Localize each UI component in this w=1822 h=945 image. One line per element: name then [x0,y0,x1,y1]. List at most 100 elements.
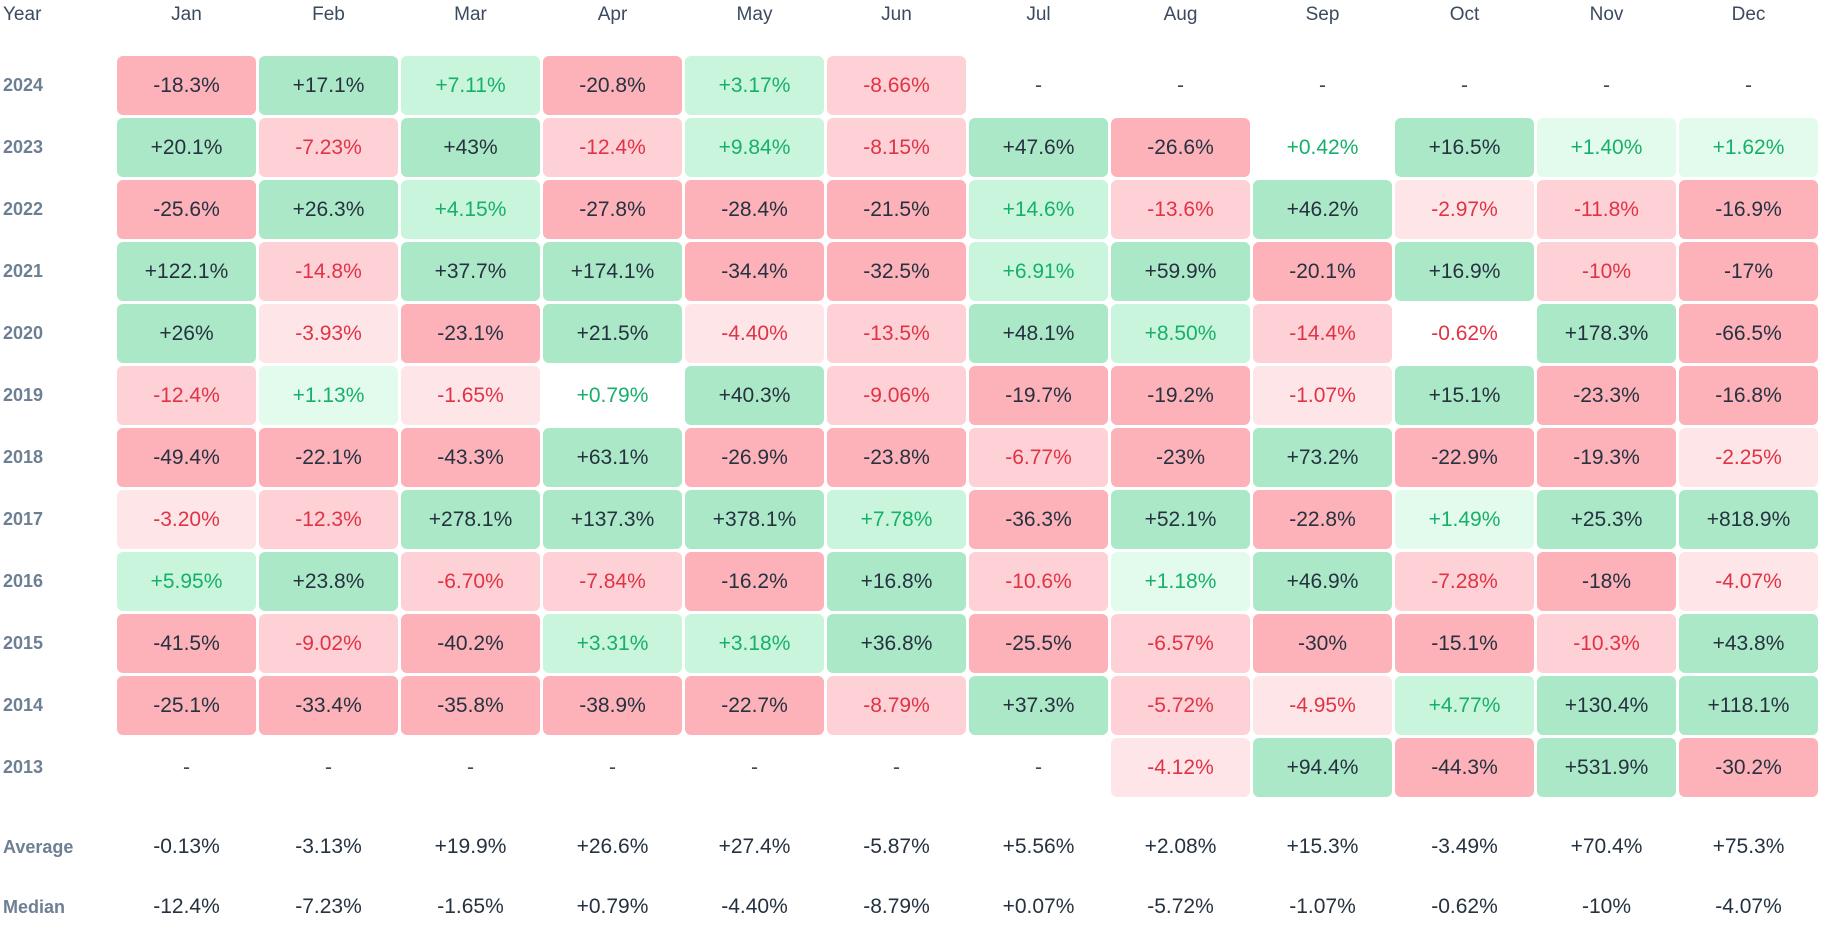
summary-median-oct: -0.62% [1431,895,1498,918]
heatmap-cell-2023-mar: +43% [401,118,540,177]
heatmap-cell-2015-jul: -25.5% [969,614,1108,673]
heatmap-cell-2022-jun: -21.5% [827,180,966,239]
heatmap-cell-2016-may: -16.2% [685,552,824,611]
heatmap-cell-2024-nov: - [1603,73,1610,97]
heatmap-cell-2013-nov: +531.9% [1537,738,1676,797]
heatmap-cell-2016-jan: +5.95% [117,552,256,611]
heatmap-cell-2024-jun: -8.66% [827,56,966,115]
heatmap-cell-2018-aug: -23% [1111,428,1250,487]
heatmap-cell-2020-nov: +178.3% [1537,304,1676,363]
summary-median-jul: +0.07% [1002,895,1075,918]
heatmap-cell-2023-may: +9.84% [685,118,824,177]
heatmap-cell-2023-aug: -26.6% [1111,118,1250,177]
heatmap-cell-2020-jul: +48.1% [969,304,1108,363]
heatmap-cell-2018-jan: -49.4% [117,428,256,487]
heatmap-cell-2018-dec: -2.25% [1679,428,1818,487]
month-header-dec: Dec [1731,4,1766,25]
summary-median-apr: +0.79% [576,895,649,918]
heatmap-cell-2014-aug: -5.72% [1111,676,1250,735]
heatmap-cell-2024-mar: +7.11% [401,56,540,115]
heatmap-cell-2014-sep: -4.95% [1253,676,1392,735]
summary-label-median: Median [3,897,66,917]
heatmap-cell-2021-apr: +174.1% [543,242,682,301]
heatmap-cell-2014-nov: +130.4% [1537,676,1676,735]
heatmap-cell-2021-may: -34.4% [685,242,824,301]
heatmap-cell-2023-feb: -7.23% [259,118,398,177]
heatmap-cell-2015-mar: -40.2% [401,614,540,673]
heatmap-cell-2018-apr: +63.1% [543,428,682,487]
heatmap-cell-2016-jul: -10.6% [969,552,1108,611]
heatmap-cell-2016-mar: -6.70% [401,552,540,611]
heatmap-cell-2019-sep: -1.07% [1253,366,1392,425]
heatmap-cell-2023-oct: +16.5% [1395,118,1534,177]
heatmap-cell-2013-feb: - [325,755,332,779]
summary-average-dec: +75.3% [1712,835,1785,858]
heatmap-cell-2019-jul: -19.7% [969,366,1108,425]
heatmap-cell-2022-nov: -11.8% [1537,180,1676,239]
heatmap-cell-2013-sep: +94.4% [1253,738,1392,797]
heatmap-cell-2023-dec: +1.62% [1679,118,1818,177]
heatmap-cell-2022-feb: +26.3% [259,180,398,239]
heatmap-cell-2022-apr: -27.8% [543,180,682,239]
summary-average-feb: -3.13% [295,835,362,858]
heatmap-cell-2023-jul: +47.6% [969,118,1108,177]
heatmap-cell-2013-aug: -4.12% [1111,738,1250,797]
year-label-2020: 2020 [3,323,44,343]
summary-average-mar: +19.9% [434,835,507,858]
heatmap-cell-2021-jun: -32.5% [827,242,966,301]
heatmap-cell-2016-dec: -4.07% [1679,552,1818,611]
year-label-2015: 2015 [3,633,44,653]
heatmap-cell-2015-may: +3.18% [685,614,824,673]
heatmap-cell-2019-nov: -23.3% [1537,366,1676,425]
summary-average-jun: -5.87% [863,835,930,858]
summary-average-aug: +2.08% [1144,835,1217,858]
heatmap-cell-2020-feb: -3.93% [259,304,398,363]
heatmap-cell-2022-mar: +4.15% [401,180,540,239]
month-header-oct: Oct [1449,4,1480,25]
heatmap-cell-2017-feb: -12.3% [259,490,398,549]
heatmap-cell-2024-aug: - [1177,73,1184,97]
heatmap-cell-2015-feb: -9.02% [259,614,398,673]
heatmap-cell-2015-nov: -10.3% [1537,614,1676,673]
heatmap-cell-2021-mar: +37.7% [401,242,540,301]
heatmap-cell-2018-feb: -22.1% [259,428,398,487]
heatmap-cell-2024-jan: -18.3% [117,56,256,115]
heatmap-cell-2023-jan: +20.1% [117,118,256,177]
heatmap-cell-2024-jul: - [1035,73,1042,97]
heatmap-cell-2014-feb: -33.4% [259,676,398,735]
heatmap-cell-2014-jan: -25.1% [117,676,256,735]
year-label-2024: 2024 [3,75,44,95]
heatmap-cell-2021-feb: -14.8% [259,242,398,301]
heatmap-cell-2019-aug: -19.2% [1111,366,1250,425]
heatmap-cell-2023-sep: +0.42% [1286,135,1359,159]
heatmap-cell-2020-may: -4.40% [685,304,824,363]
heatmap-cell-2017-mar: +278.1% [401,490,540,549]
year-label-2017: 2017 [3,509,44,529]
heatmap-cell-2018-may: -26.9% [685,428,824,487]
heatmap-cell-2014-mar: -35.8% [401,676,540,735]
heatmap-cell-2017-jul: -36.3% [969,490,1108,549]
month-header-aug: Aug [1163,4,1198,25]
heatmap-cell-2022-jan: -25.6% [117,180,256,239]
heatmap-cell-2018-oct: -22.9% [1395,428,1534,487]
heatmap-cell-2013-apr: - [609,755,616,779]
year-label-2021: 2021 [3,261,44,281]
heatmap-cell-2021-dec: -17% [1679,242,1818,301]
heatmap-cell-2017-may: +378.1% [685,490,824,549]
summary-average-jan: -0.13% [153,835,220,858]
heatmap-cell-2014-apr: -38.9% [543,676,682,735]
summary-median-feb: -7.23% [295,895,362,918]
heatmap-cell-2022-sep: +46.2% [1253,180,1392,239]
heatmap-cell-2014-jul: +37.3% [969,676,1108,735]
heatmap-cell-2020-aug: +8.50% [1111,304,1250,363]
heatmap-cell-2016-sep: +46.9% [1253,552,1392,611]
heatmap-cell-2016-jun: +16.8% [827,552,966,611]
month-header-sep: Sep [1305,4,1340,25]
year-label-2014: 2014 [3,695,44,715]
heatmap-cell-2015-sep: -30% [1253,614,1392,673]
summary-average-may: +27.4% [718,835,791,858]
heatmap-cell-2019-may: +40.3% [685,366,824,425]
heatmap-cell-2021-jul: +6.91% [969,242,1108,301]
heatmap-cell-2017-jun: +7.78% [827,490,966,549]
heatmap-cell-2023-apr: -12.4% [543,118,682,177]
